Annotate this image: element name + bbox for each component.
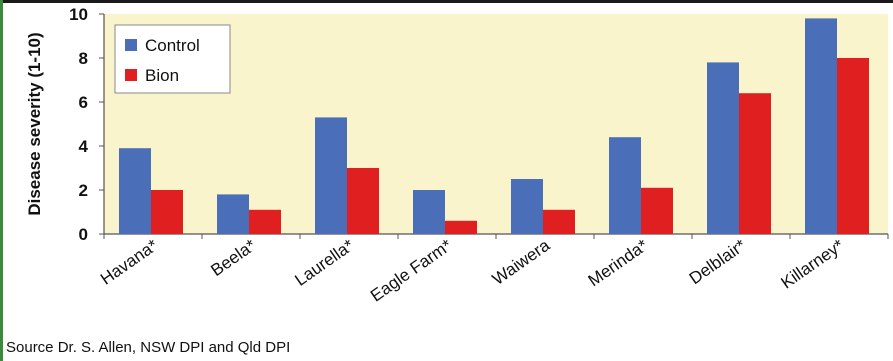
source-note: Source Dr. S. Allen, NSW DPI and Qld DPI — [6, 339, 291, 356]
bar-control — [119, 148, 151, 234]
bar-control — [217, 194, 249, 234]
bar-bion — [739, 93, 771, 234]
y-tick-label: 4 — [79, 137, 89, 156]
bar-control — [511, 179, 543, 234]
bar-control — [315, 117, 347, 234]
y-tick-label: 6 — [79, 93, 88, 112]
legend-swatch-bion — [125, 69, 137, 81]
x-tick-label: Beela* — [207, 236, 259, 281]
y-tick-labels: 0 2 4 6 8 10 — [69, 5, 88, 244]
y-tick-label: 2 — [79, 181, 88, 200]
legend-box — [114, 24, 231, 94]
title-rule — [3, 0, 893, 3]
y-tick-label: 8 — [79, 49, 88, 68]
bar-control — [805, 18, 837, 235]
legend-swatch-control — [125, 39, 137, 51]
y-tick-label: 10 — [69, 5, 88, 24]
x-tick-label: Killarney* — [778, 235, 848, 292]
x-tick-label: Delblair* — [686, 235, 750, 288]
bar-bion — [837, 58, 869, 234]
legend-label-bion: Bion — [145, 66, 179, 85]
bar-bion — [151, 190, 183, 234]
bar-control — [707, 62, 739, 235]
bar-bion — [347, 168, 379, 234]
legend-label-control: Control — [145, 36, 200, 55]
legend: Control Bion — [114, 24, 231, 94]
x-tick-label: Merinda* — [585, 236, 652, 291]
x-tick-label: Laurella* — [291, 235, 357, 289]
bar-bion — [249, 209, 281, 234]
bar-control — [609, 137, 641, 234]
bar-bion — [641, 187, 673, 234]
bar-control — [413, 190, 445, 234]
x-tick-label: Havana* — [97, 235, 162, 288]
x-tick-label: Waiwera — [489, 235, 554, 288]
bars — [119, 18, 869, 235]
bar-bion — [445, 220, 477, 234]
y-axis-label: Disease severity (1-10) — [25, 32, 44, 215]
y-tick-label: 0 — [79, 225, 88, 244]
x-tick-label: Eagle Farm* — [367, 235, 456, 305]
x-tick-labels: Havana* Beela* Laurella* Eagle Farm* Waiwera… — [97, 235, 848, 305]
bar-chart: 0 2 4 6 8 10 Havana* Beela* Laurella* Eagle Farm… — [25, 5, 889, 305]
bar-bion — [543, 209, 575, 234]
